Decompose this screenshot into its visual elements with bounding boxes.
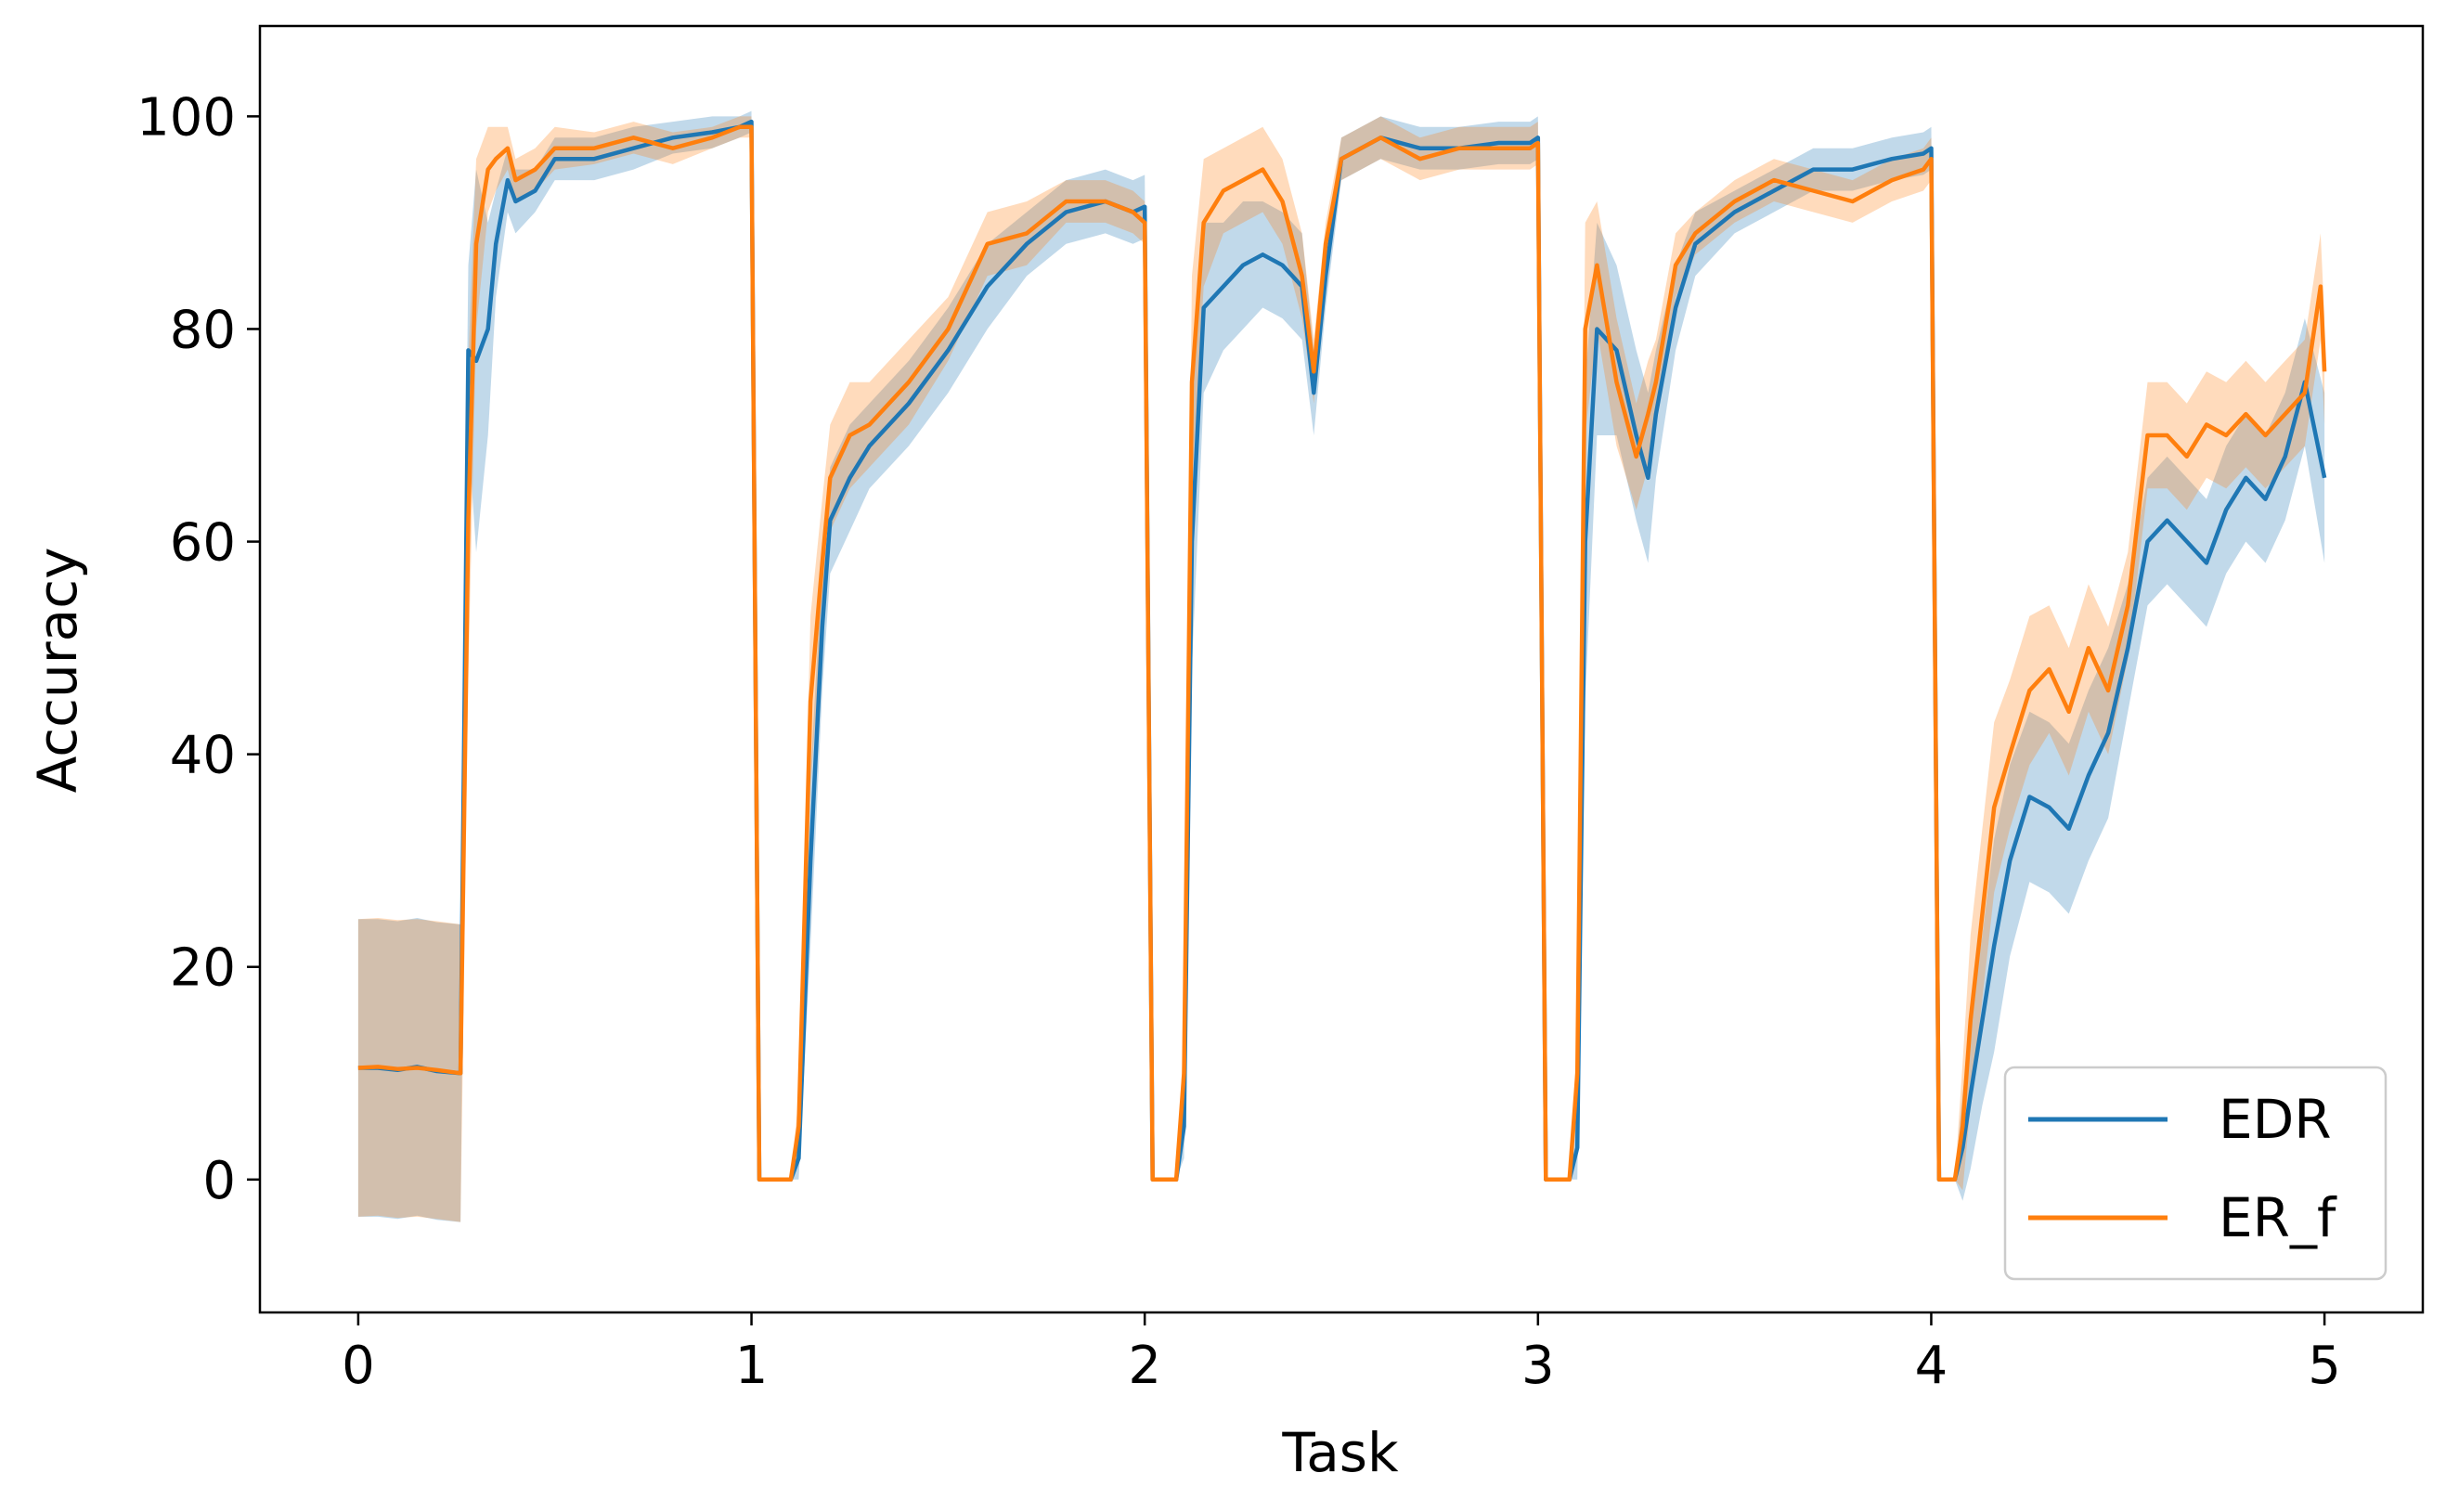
y-tick-label: 0 bbox=[202, 1151, 236, 1211]
x-tick-label: 0 bbox=[342, 1336, 375, 1396]
y-axis-label: Accuracy bbox=[26, 548, 89, 794]
y-tick-label: 20 bbox=[170, 938, 236, 999]
y-axis-ticks: 0 20 40 60 80 100 bbox=[136, 87, 260, 1211]
x-axis-label: Task bbox=[1281, 1421, 1399, 1484]
series-line-edr bbox=[357, 119, 2327, 1182]
x-tick-label: 5 bbox=[2308, 1336, 2341, 1396]
confidence-band-er-f bbox=[357, 116, 2325, 1222]
legend: EDR ER_f bbox=[2003, 1066, 2388, 1281]
x-tick-label: 2 bbox=[1128, 1336, 1161, 1396]
y-tick-label: 40 bbox=[170, 726, 236, 786]
legend-label-er-f: ER_f bbox=[2219, 1186, 2337, 1249]
y-tick-label: 100 bbox=[136, 87, 236, 148]
y-tick-label: 60 bbox=[170, 513, 236, 574]
plot-frame bbox=[258, 24, 2425, 1314]
x-tick-label: 4 bbox=[1915, 1336, 1948, 1396]
series-line-er-f bbox=[357, 124, 2327, 1182]
confidence-bands bbox=[357, 110, 2325, 1222]
series-lines bbox=[357, 119, 2327, 1182]
y-tick-label: 80 bbox=[170, 300, 236, 360]
x-tick-label: 1 bbox=[735, 1336, 769, 1396]
x-tick-label: 3 bbox=[1521, 1336, 1555, 1396]
x-axis-ticks: 0 1 2 3 4 5 bbox=[342, 1312, 2341, 1396]
legend-label-edr: EDR bbox=[2219, 1088, 2332, 1151]
